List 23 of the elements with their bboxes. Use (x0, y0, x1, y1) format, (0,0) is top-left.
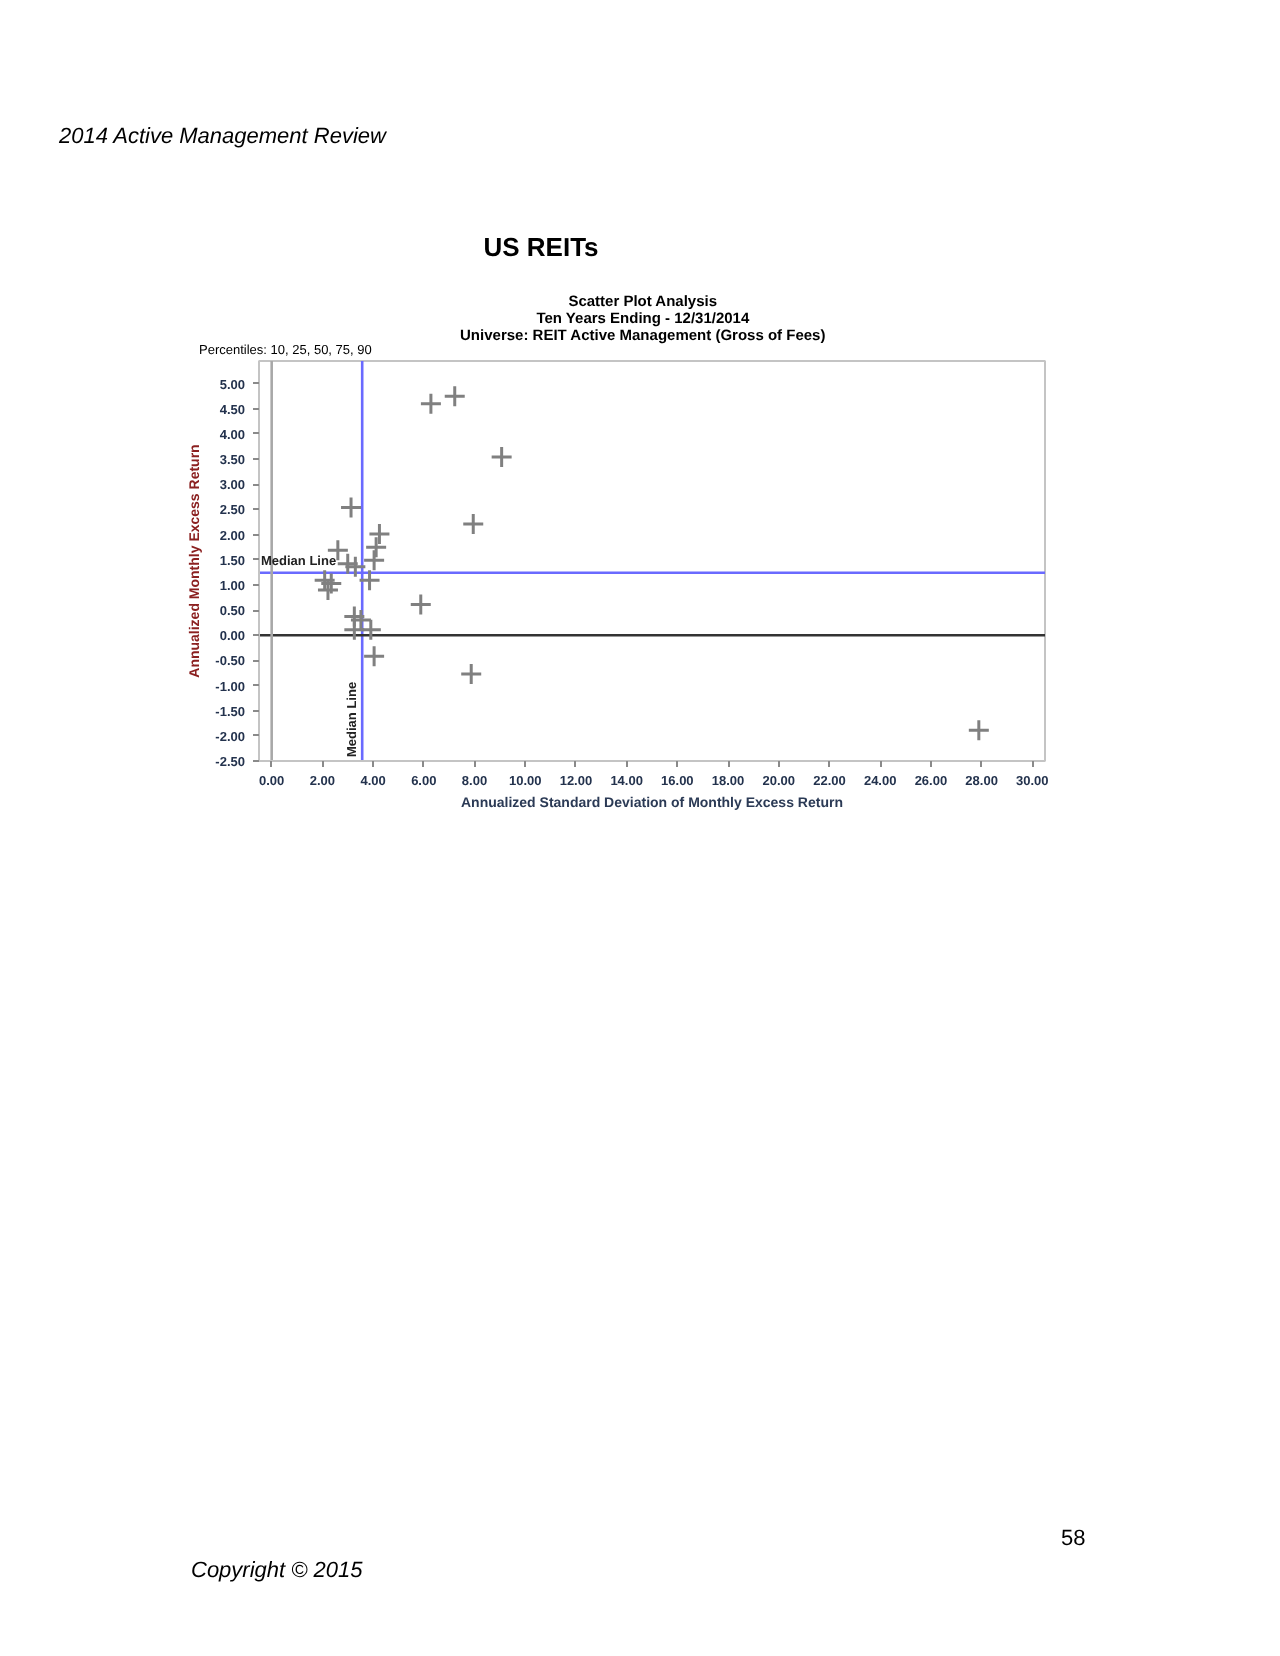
point (443, 384, 467, 408)
point (316, 578, 340, 602)
text: 58 (1061, 1527, 1086, 1551)
point (358, 568, 382, 592)
point (319, 571, 343, 595)
point (339, 495, 363, 519)
point (967, 718, 991, 742)
point (490, 445, 514, 469)
text: 2014 Active Management Review (57, 125, 389, 149)
text: US REITs (483, 232, 599, 262)
point (409, 593, 433, 617)
point (364, 535, 388, 559)
point (419, 392, 443, 416)
text: Copyright © 2015 (191, 1559, 365, 1583)
point (367, 522, 391, 546)
point (359, 618, 383, 642)
point (336, 552, 360, 576)
point (461, 512, 485, 536)
point (459, 662, 483, 686)
point (362, 548, 386, 572)
point (313, 568, 337, 592)
point (343, 555, 367, 579)
point (362, 644, 386, 668)
